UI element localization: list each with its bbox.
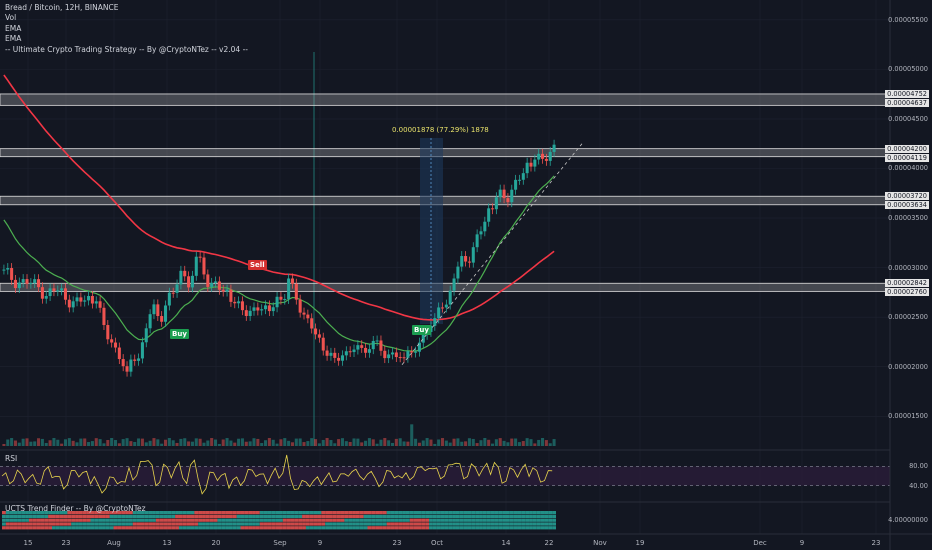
buy-signal-tag: Buy [412, 325, 431, 336]
price-zone[interactable] [0, 195, 891, 206]
ucts-trend-finder-pane [2, 511, 556, 530]
zone-bottom-label: 0.00003634 [885, 201, 929, 210]
time-tick-label: Aug [107, 539, 121, 547]
chart-legend: Bread / Bitcoin, 12H, BINANCE Vol EMA EM… [5, 3, 248, 55]
legend-ema-2[interactable]: EMA [5, 34, 22, 44]
zone-bottom-label: 0.00004119 [885, 153, 929, 162]
time-tick-label: 23 [392, 539, 402, 547]
price-tick-label: 0.00002500 [888, 313, 928, 322]
time-tick-label: 23 [61, 539, 71, 547]
time-tick-label: 13 [162, 539, 172, 547]
symbol-title[interactable]: Bread / Bitcoin, 12H, BINANCE [5, 3, 119, 12]
ucts-level-label: 4.00000000 [888, 516, 928, 524]
price-tick-label: 0.00004000 [888, 164, 928, 173]
price-tick-label: 0.00001500 [888, 412, 928, 421]
zone-top-label: 0.00003720 [885, 192, 929, 201]
price-zone[interactable] [0, 93, 891, 106]
measure-label: 0.00001878 (77.29%) 1878 [392, 125, 489, 134]
price-zone[interactable] [0, 148, 891, 158]
candles [2, 139, 556, 377]
sell-signal-tag: Sell [248, 259, 267, 270]
buy-signal-tag: Buy [170, 329, 189, 339]
zone-bottom-label: 0.00004637 [885, 98, 929, 107]
legend-vol[interactable]: Vol [5, 13, 17, 23]
zone-bottom-label: 0.00002760 [885, 288, 929, 297]
time-tick-label: Dec [753, 539, 767, 547]
price-zone[interactable] [0, 282, 891, 292]
time-tick-label: Nov [593, 539, 607, 547]
price-tick-label: 0.00004500 [888, 114, 928, 123]
ema-slow-line [3, 74, 555, 321]
time-tick-label: Sep [273, 539, 287, 547]
zone-top-label: 0.00004200 [885, 144, 929, 153]
time-tick-label: 9 [799, 539, 805, 547]
rsi-level-label: 40.00 [909, 481, 928, 490]
zone-top-label: 0.00004752 [885, 89, 929, 98]
price-tick-label: 0.00003500 [888, 214, 928, 223]
time-tick-label: 15 [23, 539, 33, 547]
measure-tool [420, 137, 443, 325]
chart-grid [0, 0, 890, 534]
price-tick-label: 0.00005000 [888, 65, 928, 74]
time-tick-label: 22 [544, 539, 554, 547]
rsi-level-label: 80.00 [909, 462, 928, 471]
price-zones [0, 93, 891, 292]
zone-top-label: 0.00002842 [885, 279, 929, 288]
ucts-label: UCTS Trend Finder -- By @CryptoNTez [5, 504, 146, 513]
rsi-pane [0, 454, 890, 495]
ema-fast-line [3, 175, 555, 352]
time-tick-label: 23 [871, 539, 881, 547]
price-tick-label: 0.00005500 [888, 15, 928, 24]
time-tick-label: 9 [317, 539, 323, 547]
rsi-label: RSI [5, 454, 18, 463]
price-tick-label: 0.00002000 [888, 362, 928, 371]
price-tick-label: 0.00003000 [888, 263, 928, 272]
time-tick-label: 20 [211, 539, 221, 547]
legend-ema-1[interactable]: EMA [5, 23, 22, 33]
time-tick-label: Oct [430, 539, 444, 547]
legend-strategy[interactable]: -- Ultimate Crypto Trading Strategy -- B… [5, 44, 248, 54]
time-tick-label: 19 [635, 539, 645, 547]
volume-bars [2, 424, 556, 446]
time-tick-label: 14 [501, 539, 511, 547]
